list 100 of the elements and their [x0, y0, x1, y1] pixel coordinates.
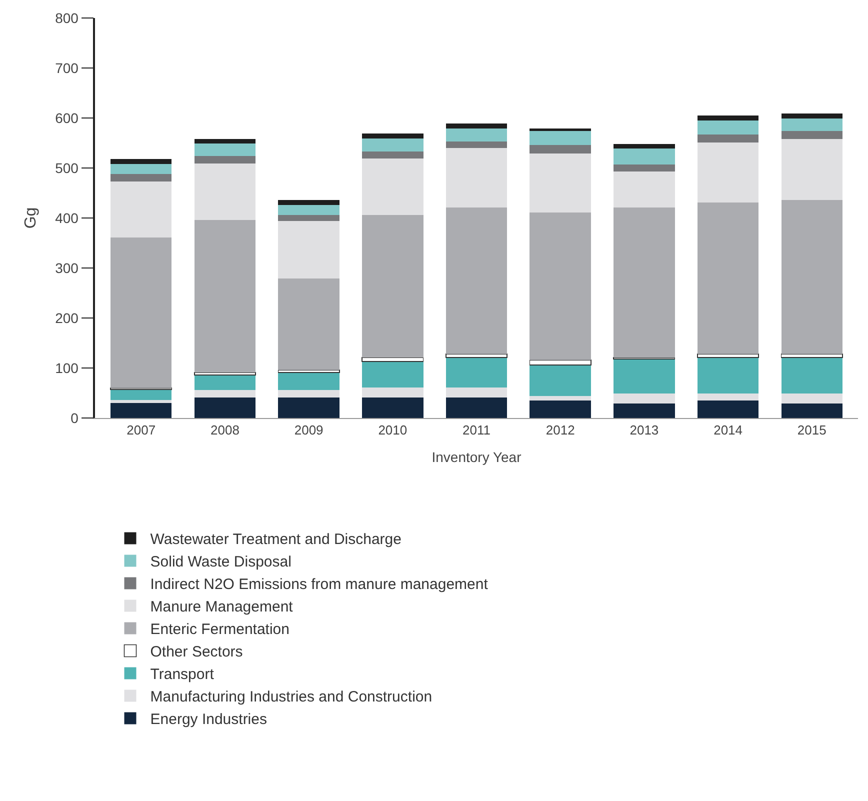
bar	[529, 360, 592, 366]
legend-label: Wastewater Treatment and Discharge	[150, 531, 402, 548]
legend-label: Manure Management	[150, 598, 294, 616]
bar	[781, 114, 842, 118]
x-tick-label: 2014	[714, 422, 742, 438]
bar	[614, 148, 675, 164]
y-tick-label: 700	[55, 60, 79, 76]
bar	[781, 118, 842, 131]
bar	[697, 358, 759, 394]
bar	[446, 388, 508, 398]
bar	[362, 152, 424, 158]
bar	[362, 388, 424, 398]
bar	[530, 154, 591, 212]
bar	[110, 238, 172, 388]
bar	[194, 390, 256, 398]
bar	[614, 394, 675, 404]
bar	[446, 128, 508, 142]
legend-label: Enteric Fermentation	[150, 621, 290, 638]
bar	[278, 221, 340, 278]
legend-label: Other Sectors	[150, 644, 243, 661]
bar	[697, 400, 759, 418]
bar	[614, 404, 675, 418]
bar	[530, 145, 591, 154]
bar	[697, 142, 759, 202]
bar	[530, 396, 591, 400]
bar	[278, 200, 340, 205]
legend-label: Transport	[150, 666, 215, 684]
x-tick-label: 2012	[546, 422, 575, 438]
y-tick-label: 300	[55, 260, 79, 276]
bar	[530, 131, 591, 145]
bar	[278, 205, 340, 215]
bar	[110, 400, 172, 403]
bar	[697, 134, 759, 142]
bar	[614, 172, 675, 208]
y-tick-label: 0	[70, 410, 79, 426]
bar	[780, 354, 843, 358]
bar	[781, 139, 842, 200]
bar	[362, 398, 424, 418]
bar	[110, 403, 172, 418]
bar	[614, 164, 675, 172]
bar	[194, 164, 256, 220]
bar	[362, 362, 424, 388]
x-axis-title: Inventory Year	[432, 448, 522, 465]
bar	[362, 215, 424, 358]
bar	[697, 116, 759, 120]
bar	[278, 370, 340, 373]
x-tick-label: 2013	[630, 422, 659, 438]
x-tick-label: 2015	[797, 422, 826, 438]
legend-label: Solid Waste Disposal	[150, 554, 292, 571]
y-tick-label: 400	[55, 210, 79, 226]
bar	[781, 404, 842, 418]
bar	[194, 375, 256, 390]
bar	[278, 390, 340, 398]
x-tick-label: 2011	[462, 422, 490, 438]
bar	[446, 208, 508, 354]
y-tick-label: 500	[55, 160, 79, 176]
bar	[278, 398, 340, 418]
bar	[614, 144, 675, 148]
bar	[530, 212, 591, 360]
legend-label: Indirect N2O Emissions from manure management	[150, 576, 489, 594]
legend-label: Manufacturing Industries and Construction	[150, 688, 432, 706]
bar	[614, 208, 675, 358]
bar	[278, 372, 340, 390]
bar	[194, 139, 256, 144]
bar	[194, 156, 256, 164]
bar	[697, 202, 759, 354]
bar	[110, 159, 172, 164]
bar	[781, 131, 842, 139]
bar	[446, 124, 508, 128]
y-tick-label: 800	[55, 10, 79, 26]
bar	[362, 138, 424, 152]
bar	[278, 278, 340, 370]
bar	[278, 215, 340, 221]
y-tick-label: 100	[55, 360, 79, 376]
bar	[697, 354, 760, 358]
legend-label: Energy Industries	[150, 711, 267, 728]
bar	[781, 358, 842, 394]
bar	[446, 358, 508, 388]
y-tick-label: 600	[55, 110, 79, 126]
bar	[697, 120, 759, 134]
bar	[362, 357, 424, 362]
bar	[362, 134, 424, 138]
bar	[110, 174, 172, 182]
y-tick-label: 200	[55, 310, 79, 326]
bar	[194, 372, 256, 376]
bar	[446, 148, 508, 208]
x-tick-label: 2007	[126, 422, 156, 438]
x-tick-label: 2008	[210, 422, 240, 438]
x-tick-label: 2010	[378, 422, 408, 438]
bar	[781, 200, 842, 354]
bar	[110, 390, 172, 400]
bar	[194, 144, 256, 156]
bar	[781, 394, 842, 404]
bar	[614, 359, 675, 394]
bar	[530, 400, 591, 418]
bar	[110, 182, 172, 238]
bar	[194, 220, 256, 372]
bar	[110, 164, 172, 174]
bar	[530, 365, 591, 396]
y-axis-title: Gg	[22, 207, 40, 229]
